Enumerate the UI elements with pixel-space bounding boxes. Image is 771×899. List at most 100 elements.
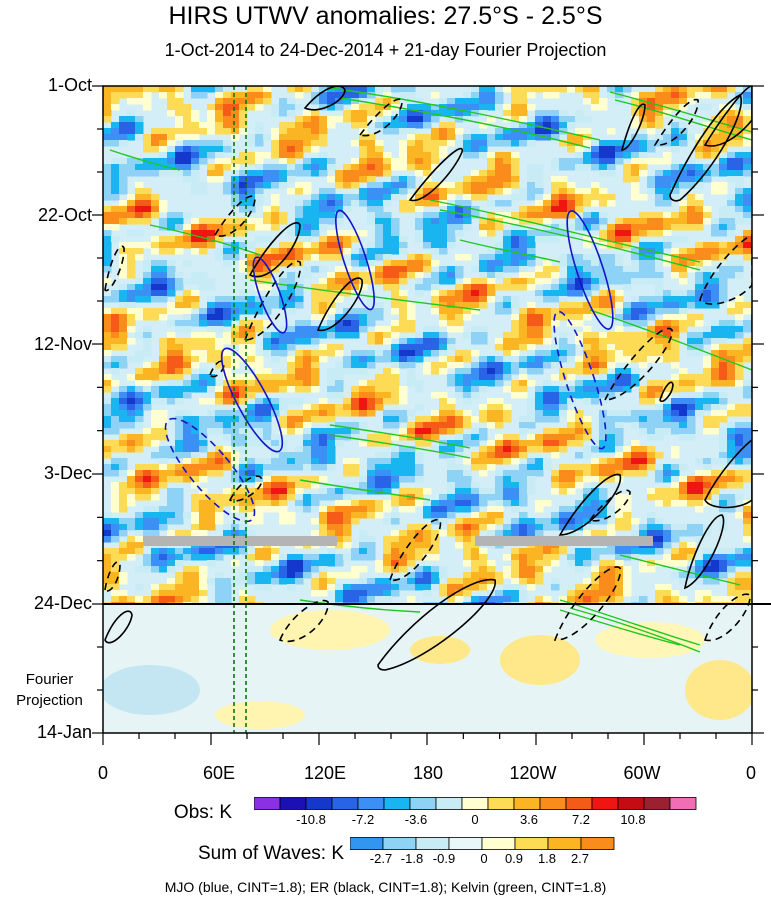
anomaly-cell [295,500,304,507]
anomaly-cell [695,260,704,267]
anomaly-cell [423,182,432,189]
anomaly-cell [487,218,496,225]
anomaly-cell [255,458,264,465]
anomaly-cell [431,272,440,279]
anomaly-cell [583,326,592,333]
anomaly-cell [359,176,368,183]
anomaly-cell [423,434,432,441]
anomaly-cell [519,86,528,93]
anomaly-cell [711,362,720,369]
anomaly-cell [351,284,360,291]
anomaly-cell [159,152,168,159]
anomaly-cell [551,224,560,231]
anomaly-cell [647,494,656,501]
anomaly-cell [183,458,192,465]
anomaly-cell [351,488,360,495]
anomaly-cell [111,326,120,333]
anomaly-cell [695,212,704,219]
anomaly-cell [367,590,376,597]
anomaly-cell [287,326,296,333]
anomaly-cell [207,152,216,159]
anomaly-cell [271,332,280,339]
anomaly-cell [119,416,128,423]
anomaly-cell [303,272,312,279]
anomaly-cell [207,554,216,561]
anomaly-cell [607,170,616,177]
anomaly-cell [743,206,752,213]
anomaly-cell [311,482,320,489]
anomaly-cell [111,530,120,537]
anomaly-cell [143,266,152,273]
anomaly-cell [295,356,304,363]
anomaly-cell [423,200,432,207]
anomaly-cell [223,458,232,465]
anomaly-cell [391,272,400,279]
anomaly-cell [295,410,304,417]
anomaly-cell [543,200,552,207]
anomaly-cell [727,272,736,279]
anomaly-cell [487,422,496,429]
anomaly-cell [263,404,272,411]
anomaly-cell [663,410,672,417]
anomaly-cell [191,470,200,477]
anomaly-cell [191,356,200,363]
anomaly-cell [399,116,408,123]
anomaly-cell [447,596,456,603]
anomaly-cell [159,290,168,297]
anomaly-cell [535,176,544,183]
anomaly-cell [399,566,408,573]
anomaly-cell [183,452,192,459]
anomaly-cell [151,488,160,495]
anomaly-cell [383,374,392,381]
anomaly-cell [415,434,424,441]
anomaly-cell [215,590,224,597]
anomaly-cell [271,200,280,207]
anomaly-cell [423,134,432,141]
anomaly-cell [127,116,136,123]
anomaly-cell [415,542,424,549]
anomaly-cell [607,566,616,573]
anomaly-cell [583,398,592,405]
anomaly-cell [551,290,560,297]
anomaly-cell [711,230,720,237]
anomaly-cell [743,152,752,159]
anomaly-cell [519,380,528,387]
anomaly-cell [327,386,336,393]
anomaly-cell [295,122,304,129]
anomaly-cell [103,170,112,177]
anomaly-cell [687,416,696,423]
anomaly-cell [135,116,144,123]
anomaly-cell [495,380,504,387]
anomaly-cell [703,530,712,537]
anomaly-cell [279,326,288,333]
anomaly-cell [159,296,168,303]
anomaly-cell [703,338,712,345]
anomaly-cell [399,308,408,315]
anomaly-cell [311,506,320,513]
anomaly-cell [311,248,320,255]
anomaly-cell [663,194,672,201]
anomaly-cell [495,476,504,483]
anomaly-cell [167,488,176,495]
anomaly-cell [271,104,280,111]
anomaly-cell [135,332,144,339]
anomaly-cell [503,278,512,285]
anomaly-cell [551,410,560,417]
anomaly-cell [223,452,232,459]
anomaly-cell [623,224,632,231]
anomaly-cell [663,536,672,543]
anomaly-cell [199,494,208,501]
anomaly-cell [135,524,144,531]
anomaly-cell [527,476,536,483]
anomaly-cell [367,410,376,417]
anomaly-cell [703,128,712,135]
anomaly-cell [159,170,168,177]
anomaly-cell [639,278,648,285]
anomaly-cell [351,458,360,465]
anomaly-cell [703,176,712,183]
anomaly-cell [631,278,640,285]
anomaly-cell [335,284,344,291]
anomaly-cell [327,212,336,219]
anomaly-cell [255,416,264,423]
anomaly-cell [559,374,568,381]
